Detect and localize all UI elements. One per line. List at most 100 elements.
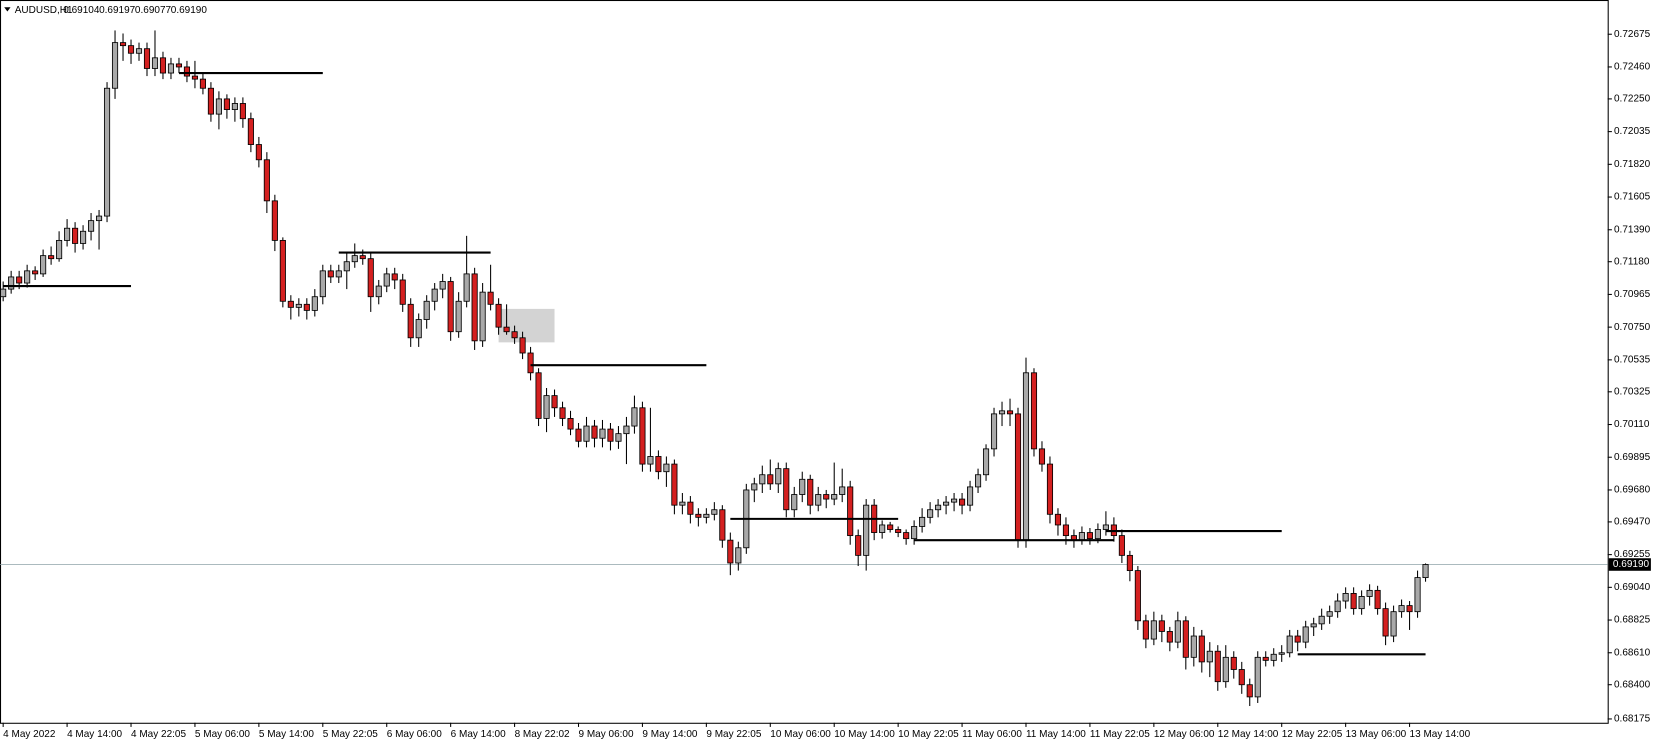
x-tick-label: 13 May 06:00 (1346, 729, 1407, 740)
x-tick-label: 4 May 2022 (3, 729, 56, 740)
candle-body (1022, 372, 1030, 541)
candle-body (56, 239, 63, 260)
candle-body (823, 494, 830, 500)
candle-body (943, 501, 950, 506)
candle-body (359, 255, 366, 260)
candle-body (511, 331, 518, 339)
candle-body (1374, 589, 1381, 610)
candle-body (519, 337, 526, 354)
candle-body (1382, 608, 1389, 637)
candle-body (695, 513, 702, 518)
candle-body (703, 513, 710, 518)
candle-body (663, 463, 670, 473)
candle-body (1182, 620, 1189, 658)
candle-body (247, 118, 254, 145)
x-tick-label: 11 May 14:00 (1026, 729, 1086, 740)
y-tick-label: 0.70110 (1614, 419, 1650, 430)
y-tick-label: 0.69680 (1614, 485, 1651, 496)
zone (498, 308, 555, 343)
candle-body (719, 509, 726, 541)
candle-body (295, 303, 302, 308)
candle-body (1350, 593, 1357, 610)
candle-body (40, 255, 47, 275)
candle-body (623, 425, 630, 435)
candle-body (1222, 656, 1229, 683)
candle-body (775, 468, 782, 485)
candle-body (847, 486, 854, 537)
y-tick-label: 0.72460 (1614, 62, 1651, 73)
candle-body (607, 428, 614, 442)
x-tick-label: 4 May 22:05 (131, 729, 186, 740)
candle-body (687, 501, 694, 515)
candle-body (487, 291, 494, 305)
candle-body (1238, 669, 1245, 686)
candle-body (815, 494, 822, 506)
candle-body (1254, 656, 1261, 698)
ohlc-open: 0.69104 (63, 5, 100, 16)
x-tick-label: 10 May 22:05 (898, 729, 959, 740)
candle-body (998, 410, 1006, 415)
x-tick-label: 5 May 14:00 (259, 729, 314, 740)
candle-body (543, 395, 550, 419)
candle-body (527, 352, 534, 374)
candle-body (399, 279, 406, 305)
candle-body (335, 270, 342, 278)
candle-body (24, 270, 31, 284)
candle-body (0, 288, 7, 298)
candle-body (471, 273, 478, 342)
x-tick-label: 12 May 06:00 (1154, 729, 1215, 740)
candle-body (367, 258, 374, 298)
candle-body (167, 63, 175, 74)
candle-body (551, 395, 558, 409)
candle-body (1102, 524, 1109, 530)
candle-body (1006, 410, 1014, 415)
candle-body (199, 78, 206, 89)
candle-body (1190, 635, 1197, 658)
candle-body (679, 501, 686, 506)
candle-body (135, 48, 143, 54)
ohlc-close: 0.69190 (171, 5, 208, 16)
candle-body (1142, 620, 1149, 640)
y-tick-label: 0.70535 (1614, 355, 1651, 366)
candle-body (1046, 463, 1054, 515)
candle-body (1294, 635, 1301, 643)
candle-body (1038, 448, 1046, 465)
candle-body (1086, 532, 1093, 540)
candle-body (423, 300, 430, 320)
candle-body (175, 63, 183, 68)
candle-body (1158, 620, 1165, 632)
x-tick-label: 11 May 22:05 (1090, 729, 1150, 740)
candle-body (727, 539, 734, 564)
candle-body (767, 474, 774, 485)
y-tick-label: 0.71820 (1614, 159, 1651, 170)
candle-body (287, 300, 294, 308)
candle-body (263, 159, 270, 202)
candle-body (791, 494, 798, 511)
candle-body (1414, 577, 1421, 613)
candle-body (495, 303, 502, 328)
candle-body (951, 498, 958, 503)
candle-body (191, 75, 199, 80)
y-tick-label: 0.72250 (1614, 94, 1651, 105)
candle-body (1206, 650, 1213, 663)
candle-body (159, 57, 167, 74)
candle-body (735, 547, 742, 564)
y-tick-label: 0.72035 (1614, 126, 1651, 137)
candle-body (215, 98, 222, 115)
candle-body (863, 504, 870, 556)
candle-body (567, 418, 574, 430)
x-tick-label: 13 May 14:00 (1410, 729, 1471, 740)
y-tick-label: 0.69895 (1614, 452, 1651, 463)
candle-body (831, 494, 838, 500)
candle-body (647, 456, 654, 465)
y-tick-label: 0.68825 (1614, 615, 1651, 626)
x-tick-label: 10 May 06:00 (770, 729, 831, 740)
current-price-label: 0.69190 (1613, 559, 1650, 570)
candle-body (599, 428, 606, 439)
candle-body (935, 504, 942, 511)
candle-body (535, 372, 542, 419)
x-tick-label: 6 May 06:00 (387, 729, 442, 740)
y-tick-label: 0.68175 (1614, 714, 1651, 725)
candle-body (671, 463, 678, 506)
